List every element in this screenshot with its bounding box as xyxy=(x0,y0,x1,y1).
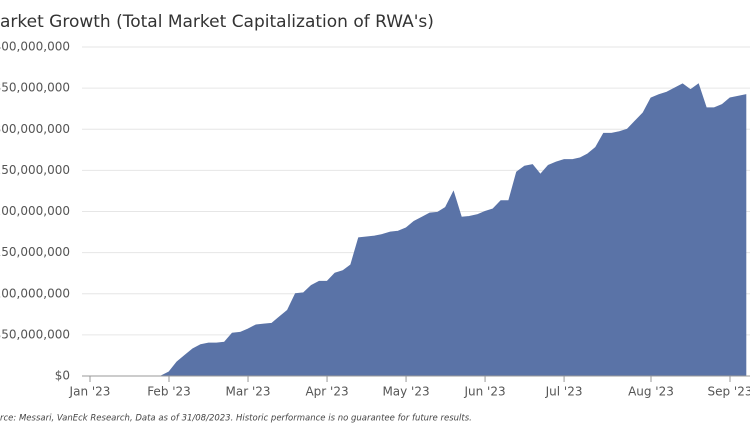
x-tick-label: Feb '23 xyxy=(147,385,191,399)
y-tick-label: 400,000,000 xyxy=(0,40,70,54)
y-tick-label: $200,000,000 xyxy=(0,204,70,218)
y-tick-label: $350,000,000 xyxy=(0,81,70,95)
y-tick-label: $300,000,000 xyxy=(0,122,70,136)
y-tick-label: $100,000,000 xyxy=(0,286,70,300)
x-tick-label: May '23 xyxy=(382,385,429,399)
x-tick-label: Aug '23 xyxy=(628,385,674,399)
y-tick-label: $250,000,000 xyxy=(0,163,70,177)
y-tick-label: $150,000,000 xyxy=(0,245,70,259)
area xyxy=(90,83,747,377)
x-tick-label: Jan '23 xyxy=(69,385,111,399)
x-tick-label: Jun '23 xyxy=(463,385,505,399)
x-tick-label: Apr '23 xyxy=(305,385,348,399)
chart-title: arket Growth (Total Market Capitalizatio… xyxy=(0,12,434,32)
x-tick-label: Sep '23 xyxy=(708,385,750,399)
y-tick-label: $50,000,000 xyxy=(0,327,70,341)
x-tick-label: Mar '23 xyxy=(226,385,271,399)
y-tick-label: $0 xyxy=(55,369,70,383)
x-tick-label: Jul '23 xyxy=(545,385,583,399)
footnote: rce: Messari, VanEck Research, Data as o… xyxy=(0,414,472,424)
